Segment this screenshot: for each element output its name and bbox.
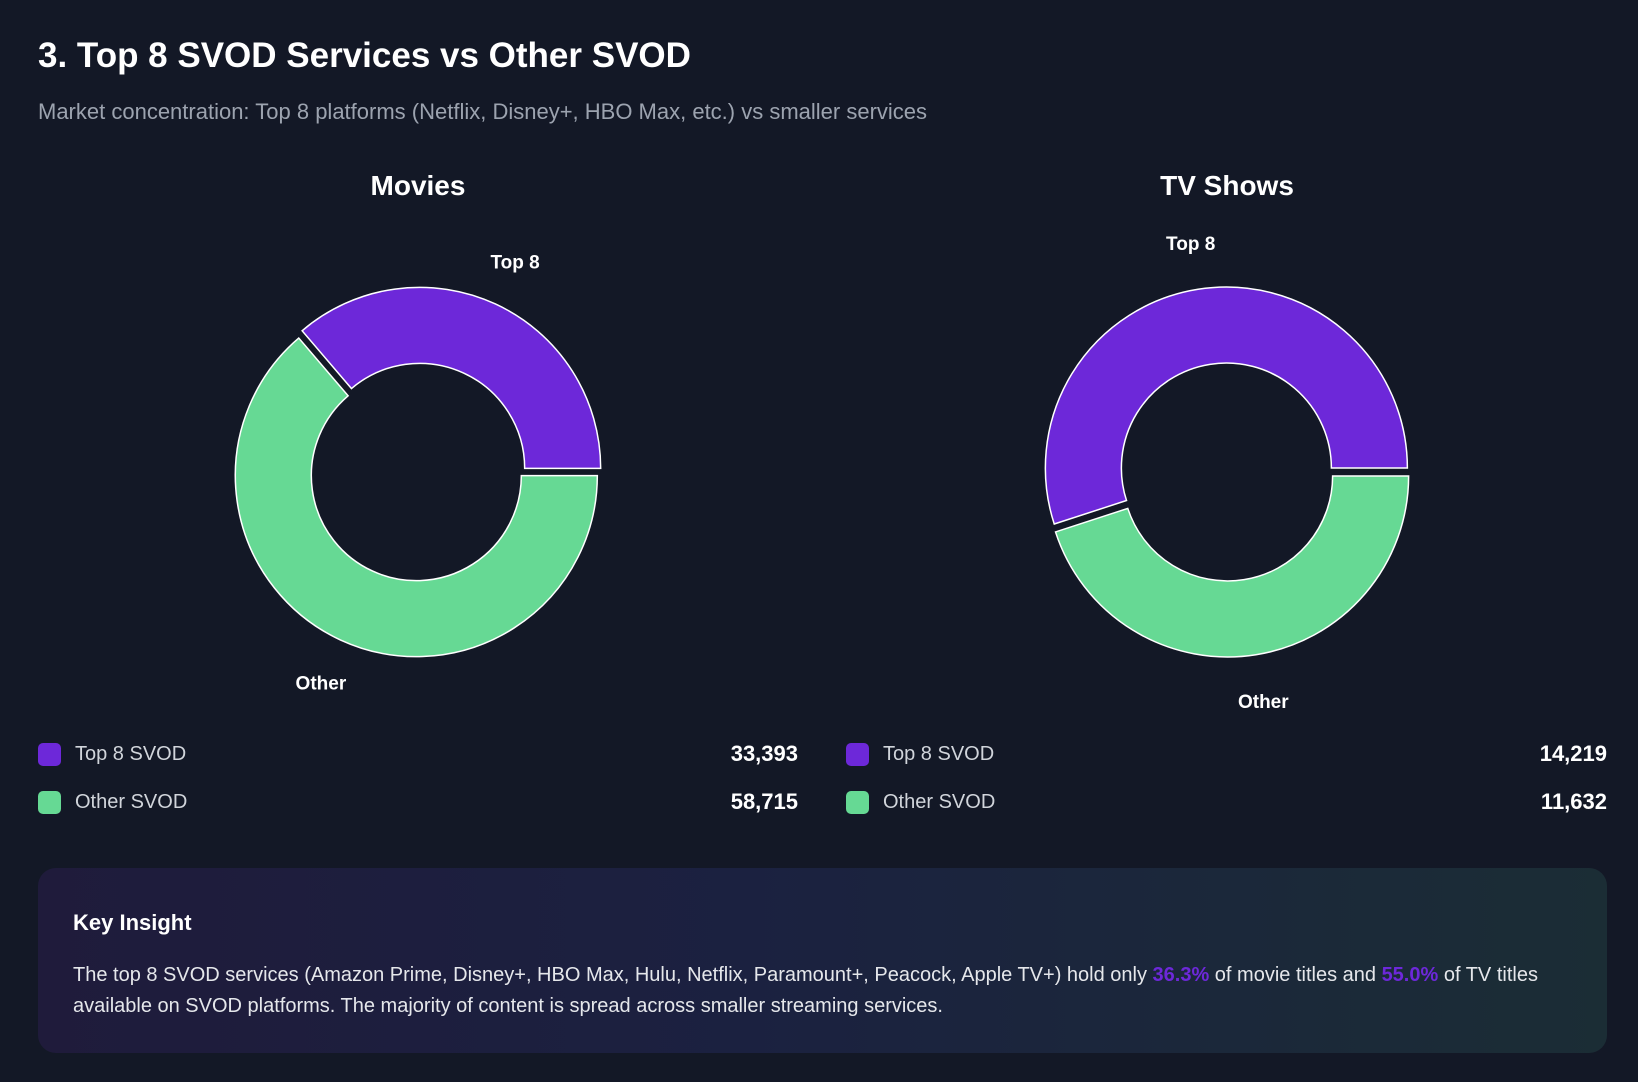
- page-title: 3. Top 8 SVOD Services vs Other SVOD: [38, 36, 691, 75]
- legend-item-movies-other: Other SVOD 58,715: [38, 789, 798, 815]
- legend-label: Top 8 SVOD: [75, 742, 187, 765]
- tv-slice-top8[interactable]: [1044, 286, 1409, 525]
- legend-value: 11,632: [1540, 789, 1607, 814]
- tv-percentage: 55.0%: [1381, 964, 1439, 986]
- tv-slice-label-other: Other: [1238, 692, 1289, 713]
- tv-chart-title: TV Shows: [1160, 170, 1294, 201]
- movie-percentage: 36.3%: [1152, 964, 1210, 986]
- legend-swatch: [846, 742, 869, 766]
- legend-item-movies-top8: Top 8 SVOD 33,393: [38, 741, 798, 767]
- insight-text-middle: of movie titles and: [1209, 964, 1382, 986]
- legend-swatch: [38, 742, 61, 766]
- key-insight-panel: Key Insight The top 8 SVOD services (Ama…: [38, 868, 1607, 1053]
- legend-label: Other SVOD: [75, 790, 188, 813]
- movies-slice-label-other: Other: [296, 674, 347, 695]
- insight-text: The top 8 SVOD services (Amazon Prime, D…: [73, 960, 1573, 1022]
- legend-swatch: [38, 790, 61, 814]
- legend-value: 14,219: [1539, 741, 1607, 766]
- legend-value: 58,715: [730, 789, 798, 814]
- page-subtitle: Market concentration: Top 8 platforms (N…: [38, 99, 928, 124]
- movies-chart-title: Movies: [370, 170, 466, 201]
- legend-swatch: [846, 790, 869, 814]
- legend-label: Other SVOD: [883, 790, 996, 813]
- legend-label: Top 8 SVOD: [883, 742, 995, 765]
- legend-item-tv-other: Other SVOD 11,632: [846, 789, 1607, 815]
- tv-slice-label-top8: Top 8: [1166, 234, 1215, 255]
- movies-slice-label-top8: Top 8: [490, 252, 539, 273]
- insight-title: Key Insight: [73, 910, 192, 935]
- movies-slice-top8[interactable]: [301, 286, 602, 470]
- insight-text-before: The top 8 SVOD services (Amazon Prime, D…: [73, 964, 1153, 986]
- insight-text-after: of TV titles available on SVOD platforms…: [73, 964, 1538, 1017]
- legend-value: 33,393: [730, 741, 798, 766]
- movies-slice-other[interactable]: [234, 336, 599, 658]
- legend-item-tv-top8: Top 8 SVOD 14,219: [846, 741, 1607, 767]
- donut-charts: Top 8 Other Top 8 Other: [234, 234, 1410, 713]
- tv-slice-other[interactable]: [1054, 475, 1410, 658]
